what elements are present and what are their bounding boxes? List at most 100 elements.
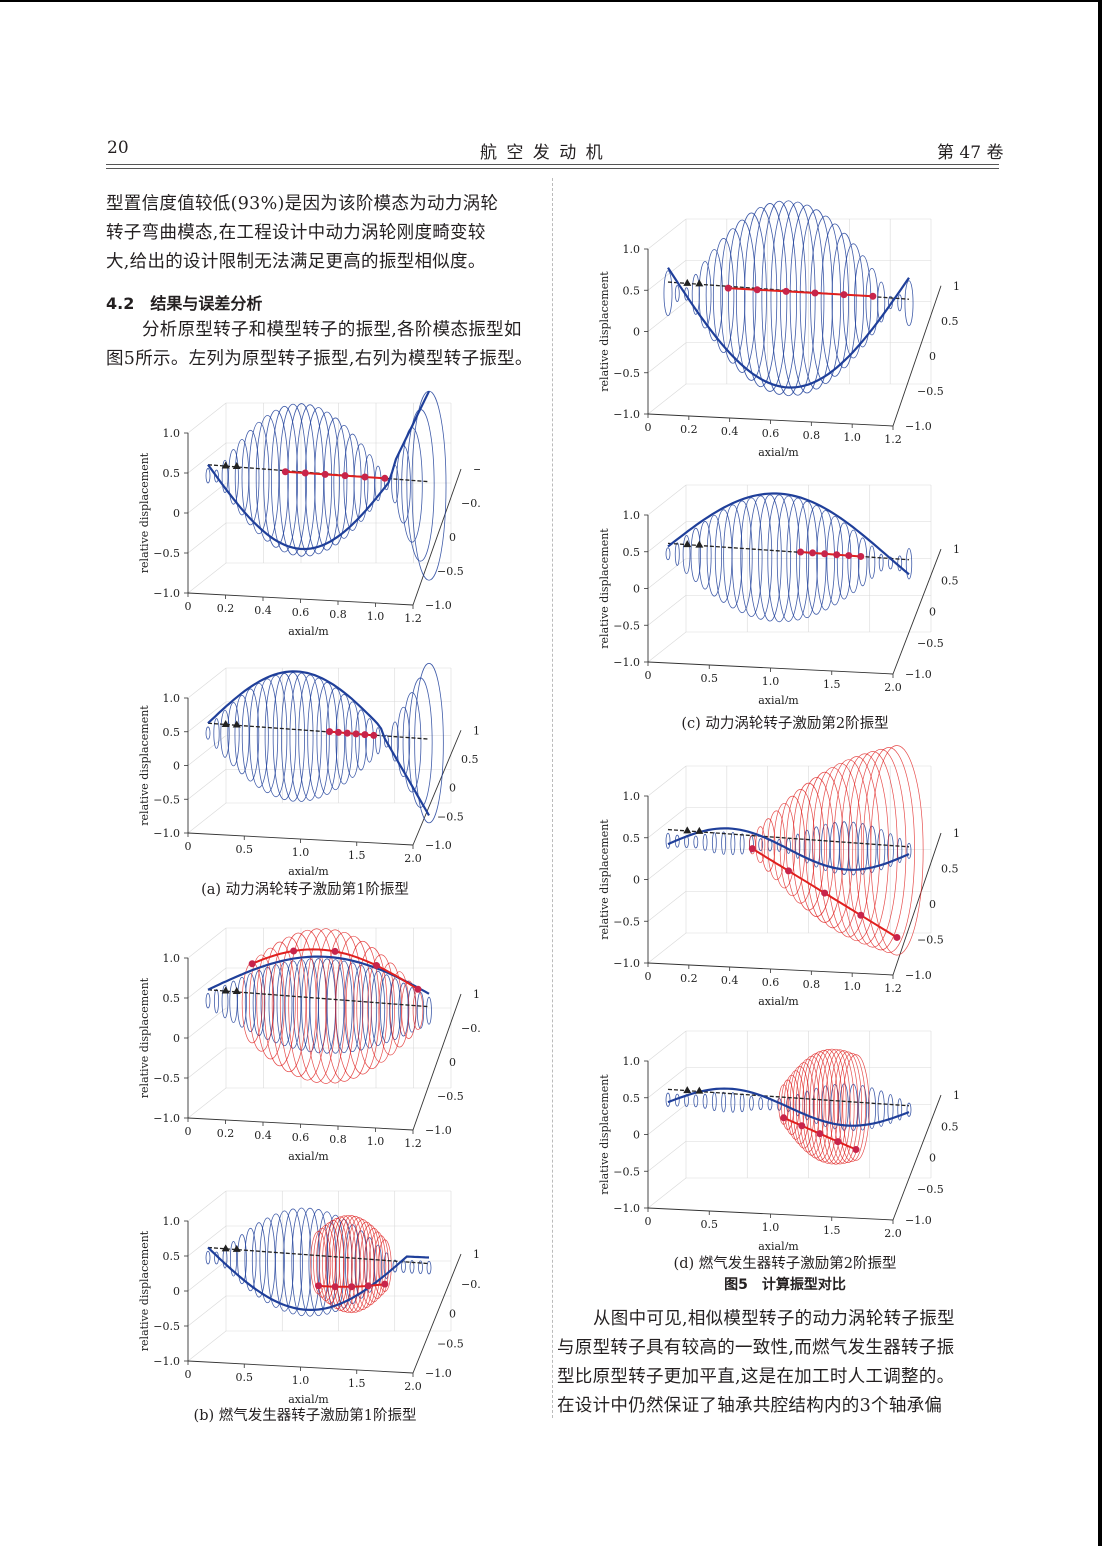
- orbit-ellipse: [702, 1093, 708, 1109]
- orbit-ellipse: [711, 1092, 717, 1111]
- orbit-ellipse: [877, 281, 886, 323]
- orbit-ellipse: [213, 988, 220, 1014]
- orbit-ellipse: [730, 1092, 736, 1113]
- z-tick-label: 0.5: [941, 574, 959, 587]
- y-tick-label: 0.5: [163, 1250, 181, 1263]
- z-axis: [892, 285, 942, 427]
- orbit-ellipse: [308, 1209, 329, 1317]
- orbit-ellipse: [721, 1091, 727, 1113]
- grid-line: [187, 1330, 227, 1362]
- text-line: 与原型转子具有较高的一致性,而燃气发生器转子振: [557, 1338, 955, 1358]
- header-rule: [106, 164, 999, 165]
- grid-line: [187, 927, 227, 959]
- red-orbit-ellipse: [328, 1216, 353, 1311]
- y-tick-label: 0: [173, 507, 180, 520]
- orbit-ellipse: [396, 706, 411, 778]
- orbit-group: [205, 1207, 432, 1317]
- y-tick-label: 0: [633, 874, 640, 887]
- orbit-ellipse: [272, 673, 297, 801]
- red-orbit-ellipse: [325, 931, 364, 1082]
- grid-line: [187, 967, 227, 999]
- red-orbit-ellipse: [355, 1221, 378, 1308]
- orbit-ellipse: [739, 833, 745, 855]
- node-marker: [331, 1283, 339, 1291]
- orbit-ellipse: [749, 1095, 754, 1111]
- orbit-ellipse: [379, 974, 394, 1044]
- orbit-ellipse: [820, 223, 849, 377]
- caption-d: (d) 燃气发生器转子激励第2阶振型: [673, 1256, 897, 1272]
- orbit-ellipse: [284, 960, 302, 1049]
- red-orbit-ellipse: [821, 1048, 851, 1165]
- red-orbit-ellipse: [842, 1054, 870, 1161]
- grid-line: [187, 442, 227, 474]
- orbit-ellipse: [402, 692, 422, 793]
- orbit-ellipse: [249, 682, 269, 788]
- y-axis-label: relative displacement: [598, 819, 611, 940]
- red-orbit-ellipse: [377, 1239, 392, 1292]
- y-axis-label: relative displacement: [138, 977, 151, 1098]
- y-tick-label: −1.0: [613, 957, 640, 970]
- x-tick-label: 1.5: [348, 1377, 366, 1390]
- y-tick-label: 0: [173, 1032, 180, 1045]
- orbit-ellipse: [761, 200, 798, 395]
- node-marker: [845, 552, 853, 560]
- y-tick-label: 1.0: [623, 790, 641, 803]
- orbit-ellipse: [244, 1227, 257, 1292]
- node-marker: [834, 1138, 842, 1146]
- bearing-marker: [232, 987, 241, 995]
- z-tick-label: −0.5: [437, 1090, 464, 1103]
- node-marker: [281, 468, 289, 476]
- grid-line: [187, 667, 227, 699]
- y-tick-label: 1.0: [163, 952, 181, 965]
- orbit-ellipse: [213, 718, 220, 749]
- red-orbit-ellipse: [364, 1227, 384, 1303]
- orbit-ellipse: [752, 203, 788, 392]
- red-orbit-ellipse: [389, 971, 410, 1048]
- x-tick-label: 0: [645, 669, 652, 682]
- y-tick-label: 1.0: [163, 692, 181, 705]
- red-orbit-ellipse: [767, 810, 786, 881]
- node-marker: [780, 1114, 788, 1122]
- orbit-ellipse: [702, 833, 708, 851]
- journal-title: 航 空 发 动 机: [480, 143, 605, 163]
- grid-line: [647, 631, 687, 663]
- bearing-marker: [683, 826, 692, 834]
- red-orbit-ellipse: [786, 1070, 805, 1140]
- orbit-ellipse: [712, 238, 735, 353]
- y-tick-label: −1.0: [613, 408, 640, 421]
- centerline: [667, 1088, 910, 1107]
- z-axis: [892, 832, 942, 976]
- orbit-ellipse: [770, 200, 807, 397]
- x-tick-label: 1.5: [823, 678, 841, 691]
- node-marker: [343, 729, 351, 737]
- z-axis: [892, 1094, 942, 1221]
- grid-line: [647, 765, 687, 797]
- z-axis: [412, 1253, 462, 1374]
- red-orbit-ellipse: [862, 747, 915, 953]
- grid: [647, 1030, 932, 1209]
- node-marker: [321, 470, 329, 478]
- x-tick-label: 2.0: [404, 852, 422, 865]
- z-tick-label: −0.5: [917, 934, 944, 947]
- z-tick-label: −1.0: [425, 1367, 452, 1380]
- orbit-ellipse: [867, 1087, 877, 1130]
- y-tick-label: 1.0: [623, 509, 641, 522]
- node-marker: [370, 731, 378, 739]
- node-marker: [857, 552, 865, 560]
- x-tick-label: 1.2: [884, 433, 902, 446]
- orbit-ellipse: [304, 407, 333, 555]
- node-marker: [381, 474, 389, 482]
- caption-b: (b) 燃气发生器转子激励第1阶振型: [193, 1408, 417, 1424]
- orbit-ellipse: [426, 996, 432, 1025]
- y-tick-label: −1.0: [153, 1112, 180, 1125]
- orbit-ellipse: [335, 694, 353, 785]
- orbit-ellipse: [229, 980, 238, 1024]
- centerline: [667, 542, 910, 561]
- x-tick-label: 0.4: [254, 1129, 272, 1142]
- text-line: 型比原型转子更加平直,这是在加工时人工调整的。: [557, 1367, 955, 1387]
- bearing-marker: [221, 461, 230, 469]
- orbit-group: [665, 821, 912, 876]
- orbit-ellipse: [263, 409, 289, 548]
- orbit-group: [205, 662, 444, 824]
- y-axis-label: relative displacement: [138, 705, 151, 826]
